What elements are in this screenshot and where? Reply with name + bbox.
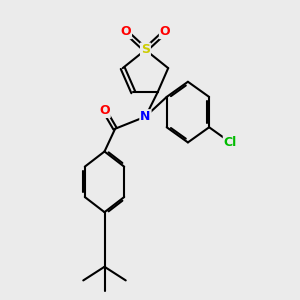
Text: O: O: [120, 25, 131, 38]
Text: O: O: [160, 25, 170, 38]
Text: N: N: [140, 110, 151, 123]
Text: S: S: [141, 44, 150, 56]
Text: Cl: Cl: [224, 136, 237, 149]
Text: O: O: [99, 104, 110, 117]
